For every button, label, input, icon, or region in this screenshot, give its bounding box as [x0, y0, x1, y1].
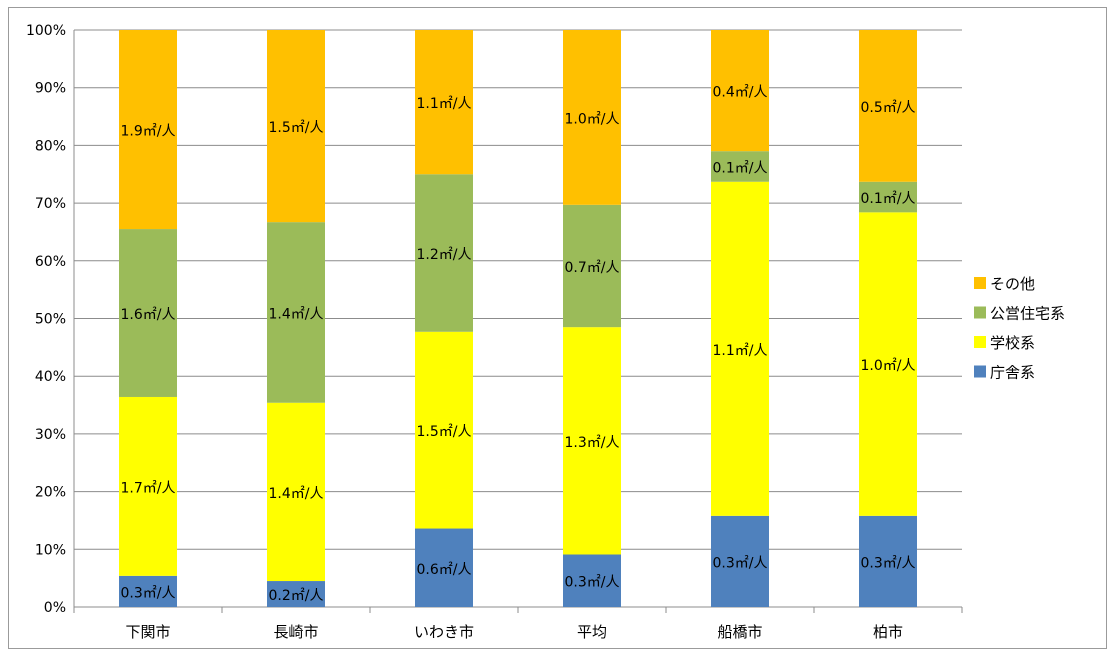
- bar-segment: [119, 229, 177, 397]
- data-label: 1.5㎡/人: [269, 120, 324, 136]
- data-label: 0.1㎡/人: [861, 191, 916, 207]
- bar-segment: [267, 30, 325, 223]
- bar-segment: [415, 30, 473, 175]
- data-label: 0.3㎡/人: [861, 555, 916, 571]
- bar-segment: [859, 181, 917, 213]
- y-tick-label: 20%: [35, 485, 66, 501]
- y-tick-label: 30%: [35, 427, 66, 443]
- x-category-label: 平均: [577, 623, 607, 641]
- y-tick-label: 0%: [44, 600, 66, 616]
- x-category-label: 下関市: [125, 623, 170, 641]
- data-label: 1.9㎡/人: [121, 124, 176, 140]
- data-label: 1.2㎡/人: [417, 247, 472, 263]
- y-tick-label: 50%: [35, 312, 66, 328]
- data-label: 1.1㎡/人: [713, 343, 768, 359]
- bar-segment: [267, 581, 325, 607]
- data-label: 1.1㎡/人: [417, 96, 472, 112]
- data-label: 0.6㎡/人: [417, 562, 472, 578]
- x-category-label: 船橋市: [717, 623, 762, 641]
- bar-segment: [119, 30, 177, 230]
- bar-segment: [563, 554, 621, 607]
- data-label: 1.7㎡/人: [121, 480, 176, 496]
- data-label: 1.4㎡/人: [269, 306, 324, 322]
- y-tick-label: 10%: [35, 542, 66, 558]
- bar-segment: [711, 515, 769, 607]
- legend-label: 公営住宅系: [990, 305, 1065, 323]
- data-label: 1.6㎡/人: [121, 307, 176, 323]
- data-label: 0.3㎡/人: [121, 585, 176, 601]
- bar-segment: [563, 204, 621, 328]
- legend-swatch: [974, 277, 986, 289]
- y-tick-label: 40%: [35, 369, 66, 385]
- x-category-label: 長崎市: [273, 623, 318, 641]
- legend-swatch: [974, 365, 986, 378]
- y-tick-label: 60%: [35, 254, 66, 270]
- data-label: 0.7㎡/人: [565, 260, 620, 276]
- bar-segment: [711, 181, 769, 516]
- legend-label: 庁舎系: [990, 364, 1035, 382]
- bar-segment: [119, 396, 177, 576]
- data-label: 0.1㎡/人: [713, 160, 768, 176]
- bar-segment: [859, 30, 917, 182]
- data-label: 0.3㎡/人: [713, 555, 768, 571]
- legend-swatch: [974, 336, 986, 348]
- legend-label: 学校系: [990, 334, 1035, 352]
- bar-segment: [267, 222, 325, 403]
- bar-segment: [415, 174, 473, 332]
- data-label: 0.5㎡/人: [861, 100, 916, 116]
- bar-segment: [563, 30, 621, 205]
- data-label: 1.0㎡/人: [861, 358, 916, 374]
- bar-segment: [267, 402, 325, 582]
- data-label: 1.5㎡/人: [417, 424, 472, 440]
- bar-segment: [711, 151, 769, 182]
- bar-segment: [415, 331, 473, 529]
- bar-segment: [563, 327, 621, 555]
- data-label: 1.0㎡/人: [565, 111, 620, 127]
- chart-frame: [8, 7, 1107, 649]
- data-label: 1.4㎡/人: [269, 486, 324, 502]
- data-label: 0.4㎡/人: [713, 85, 768, 101]
- legend-swatch: [974, 306, 986, 319]
- y-tick-label: 70%: [35, 196, 66, 212]
- bar-segment: [119, 575, 177, 607]
- bar-segment: [415, 528, 473, 607]
- bar-segment: [859, 515, 917, 607]
- legend-label: その他: [990, 275, 1035, 293]
- bar-segment: [859, 212, 917, 516]
- x-category-label: いわき市: [414, 623, 474, 641]
- y-tick-label: 80%: [35, 138, 66, 154]
- data-label: 0.3㎡/人: [565, 575, 620, 591]
- y-tick-label: 100%: [26, 23, 66, 39]
- bar-segment: [711, 30, 769, 152]
- data-label: 0.2㎡/人: [269, 588, 324, 604]
- x-category-label: 柏市: [873, 623, 903, 641]
- y-tick-label: 90%: [35, 81, 66, 97]
- data-label: 1.3㎡/人: [565, 435, 620, 451]
